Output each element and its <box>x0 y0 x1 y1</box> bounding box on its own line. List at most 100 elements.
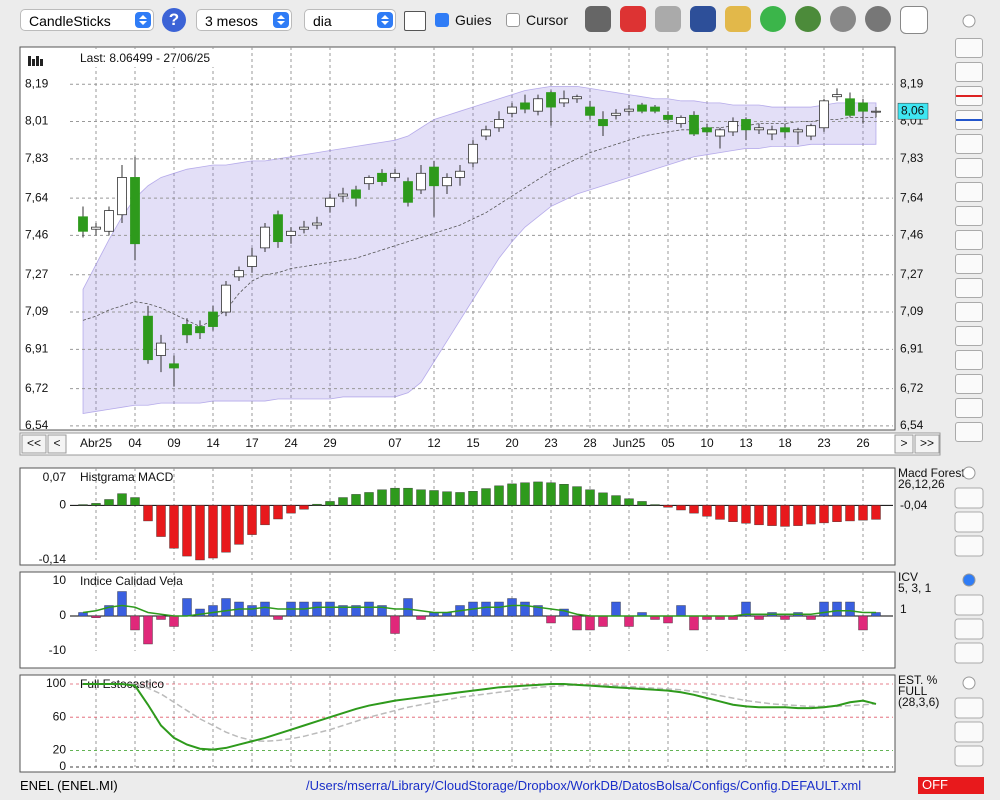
histogram-bar <box>104 499 114 506</box>
panel-label: ICV <box>898 570 918 584</box>
y-tick-label: 8,01 <box>25 114 49 128</box>
candle-body <box>585 106 595 116</box>
histogram-bar <box>377 605 387 617</box>
stochastic-line <box>83 683 877 751</box>
candle-body <box>650 106 660 112</box>
state-indicator[interactable]: OFF <box>918 777 984 794</box>
candle-body <box>247 255 257 267</box>
hline-blue-tool[interactable] <box>955 110 983 130</box>
delete-button[interactable] <box>620 6 646 32</box>
y-tick-label-right: 6,72 <box>900 381 924 395</box>
candle-body <box>312 222 322 226</box>
interval-select[interactable]: dia <box>304 9 396 31</box>
guides-checkbox[interactable] <box>435 13 449 27</box>
x-tick-label: 10 <box>700 436 714 450</box>
cursor-checkbox[interactable] <box>506 13 520 27</box>
panel-tool[interactable] <box>954 535 984 557</box>
nav-button[interactable] <box>894 434 914 454</box>
zoom-tool[interactable] <box>955 38 983 58</box>
histogram-bar <box>533 605 543 617</box>
trend-tool[interactable] <box>955 158 983 178</box>
candle-body <box>507 106 517 114</box>
panel-radio[interactable] <box>962 573 976 587</box>
y-tick-label: 7,27 <box>25 267 49 281</box>
trash-button[interactable] <box>585 6 611 32</box>
panel-tool[interactable] <box>954 642 984 664</box>
indicator-tool[interactable] <box>955 62 983 82</box>
candle-body <box>494 119 504 129</box>
candle-body <box>130 177 140 245</box>
y-tick-label: 60 <box>53 709 67 723</box>
histogram-bar <box>234 505 244 545</box>
panel-tool[interactable] <box>954 697 984 719</box>
nav-button[interactable] <box>914 434 940 454</box>
panel-label: EST. % <box>898 673 938 687</box>
nav-button[interactable] <box>21 434 47 454</box>
panel-frame <box>19 46 896 431</box>
stop-tool[interactable] <box>955 374 983 394</box>
panel-tool[interactable] <box>954 721 984 743</box>
histogram-bar <box>624 498 634 506</box>
channel-tool[interactable] <box>955 134 983 154</box>
candle-body <box>845 98 855 116</box>
swap-tool[interactable] <box>955 422 983 442</box>
chart-icon[interactable] <box>404 11 426 31</box>
panel-tool[interactable] <box>954 487 984 509</box>
arrow-down-tool[interactable] <box>955 230 983 250</box>
calendar-button[interactable] <box>900 6 928 34</box>
print-button[interactable] <box>655 6 681 32</box>
mixed-tool[interactable] <box>955 278 983 298</box>
candle-body <box>637 104 647 112</box>
histogram-bar <box>741 505 751 524</box>
chart-type-select[interactable]: CandleSticks <box>20 9 154 31</box>
lines-tool[interactable] <box>955 302 983 322</box>
nav-button[interactable] <box>47 434 67 454</box>
candle-body <box>832 94 842 98</box>
histogram-bar <box>221 598 231 617</box>
main-radio[interactable] <box>962 14 976 28</box>
y-tick-label: 10 <box>53 573 67 587</box>
refresh-button[interactable] <box>760 6 786 32</box>
panel-tool[interactable] <box>954 511 984 533</box>
panel-tool[interactable] <box>954 618 984 640</box>
histogram-bar <box>520 601 530 617</box>
histogram-bar <box>143 505 153 522</box>
candle-body <box>663 114 673 120</box>
arrow-up-tool[interactable] <box>955 254 983 274</box>
panel-tool[interactable] <box>954 745 984 767</box>
sigma-tool[interactable] <box>955 182 983 202</box>
help-button[interactable]: ? <box>162 8 186 32</box>
panel-tool[interactable] <box>954 594 984 616</box>
histogram-bar <box>546 482 556 506</box>
histogram-bar <box>364 492 374 506</box>
histogram-bar <box>572 615 582 631</box>
last-annotation: Last: 8.06499 - 27/06/25 <box>80 51 210 65</box>
candle-body <box>728 121 738 133</box>
histogram-bar <box>481 601 491 617</box>
save-button[interactable] <box>690 6 716 32</box>
panel-radio[interactable] <box>962 676 976 690</box>
percent-tool[interactable] <box>955 326 983 346</box>
histogram-bar <box>780 505 790 527</box>
candle-body <box>91 226 101 230</box>
candle-body <box>377 172 387 182</box>
candle-body <box>442 177 452 187</box>
fan-tool[interactable] <box>955 206 983 226</box>
currency-button[interactable] <box>830 6 856 32</box>
candle-body <box>559 98 569 104</box>
open-button[interactable] <box>725 6 751 32</box>
y-tick-label: 7,09 <box>25 304 49 318</box>
x-tick-label: 04 <box>128 436 142 450</box>
candle-body <box>182 324 192 336</box>
panel-radio[interactable] <box>962 466 976 480</box>
hline-red-tool[interactable] <box>955 86 983 106</box>
config-path[interactable]: /Users/mserra/Library/CloudStorage/Dropb… <box>306 778 862 793</box>
percent-lines-tool[interactable] <box>955 350 983 370</box>
globe-button[interactable] <box>795 6 821 32</box>
select-text: 3 mesos <box>205 13 258 29</box>
record-tool[interactable] <box>955 398 983 418</box>
histogram-bar <box>624 615 634 627</box>
settings-button[interactable] <box>865 6 891 32</box>
period-select[interactable]: 3 mesos <box>196 9 292 31</box>
